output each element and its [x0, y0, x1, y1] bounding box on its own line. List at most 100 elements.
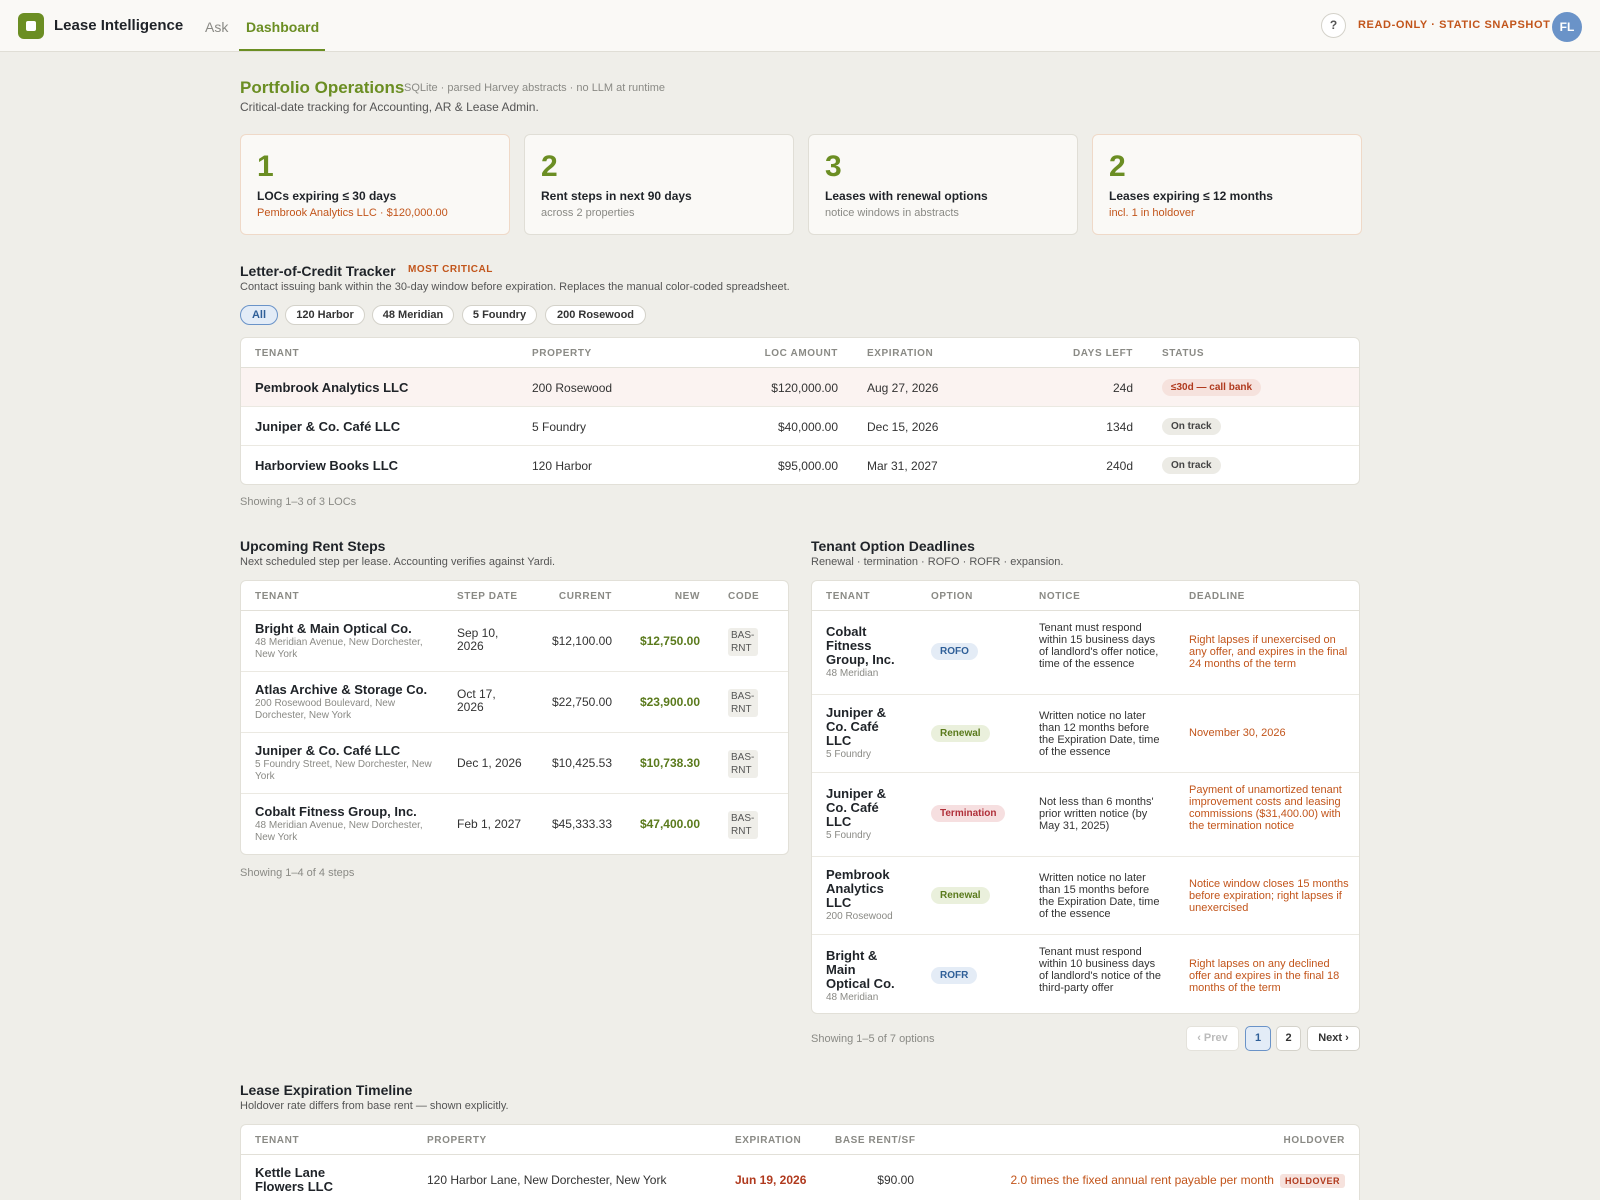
col-current: Current: [558, 591, 612, 602]
kpi-label: Leases with renewal options: [825, 189, 988, 203]
col-property: Property: [427, 1135, 487, 1146]
prev-page-button[interactable]: ‹ Prev: [1186, 1026, 1239, 1051]
table-row[interactable]: Cobalt Fitness Group, Inc. 48 Meridian R…: [812, 611, 1359, 695]
cell-tenant: Juniper & Co. Café LLC: [826, 786, 886, 829]
rent-desc: Next scheduled step per lease. Accountin…: [240, 556, 556, 568]
cell-tenant: Juniper & Co. Café LLC: [826, 705, 886, 748]
table-row[interactable]: Cobalt Fitness Group, Inc. 48 Meridian A…: [241, 794, 788, 854]
table-row[interactable]: Bright & Main Optical Co. 48 Meridian RO…: [812, 935, 1359, 1013]
kpi-value: 2: [541, 150, 558, 183]
top-bar: Lease Intelligence Ask Dashboard ? READ-…: [0, 0, 1600, 52]
options-desc: Renewal · termination · ROFO · ROFR · ex…: [811, 556, 1064, 568]
col-code: Code: [728, 591, 760, 602]
table-row[interactable]: Juniper & Co. Café LLC 5 Foundry Termina…: [812, 773, 1359, 857]
table-row[interactable]: Atlas Archive & Storage Co. 200 Rosewood…: [241, 672, 788, 733]
cell-new: $47,400.00: [639, 817, 700, 831]
cell-tenant: Atlas Archive & Storage Co.: [255, 682, 428, 697]
rent-table: Tenant Step Date Current New Code Bright…: [240, 580, 789, 855]
loc-desc: Contact issuing bank within the 30-day w…: [240, 281, 790, 293]
tab-ask[interactable]: Ask: [205, 19, 229, 35]
cell-notice: Tenant must respond within 15 business d…: [1039, 622, 1159, 670]
table-row[interactable]: Harborview Books LLC 120 Harbor $95,000.…: [241, 446, 1359, 484]
app-logo: [18, 13, 44, 39]
table-row[interactable]: Bright & Main Optical Co. 48 Meridian Av…: [241, 611, 788, 672]
tab-dashboard[interactable]: Dashboard: [246, 19, 320, 35]
cell-tenant: Cobalt Fitness Group, Inc.: [255, 804, 417, 819]
kpi-label: Rent steps in next 90 days: [541, 189, 692, 203]
cell-step-date: Dec 1, 2026: [457, 756, 522, 770]
kpi-value: 1: [257, 150, 274, 183]
cell-new: $23,900.00: [639, 695, 700, 709]
filter-48-meridian[interactable]: 48 Meridian: [372, 305, 454, 325]
cell-property: 5 Foundry: [826, 749, 872, 760]
cell-address: 200 Rosewood Boulevard, New Dorchester, …: [255, 698, 396, 721]
loc-showing: Showing 1–3 of 3 LOCs: [240, 496, 357, 508]
cell-property: 48 Meridian: [826, 668, 879, 679]
cell-deadline: Payment of unamortized tenant improvemen…: [1189, 784, 1342, 832]
kpi-value: 2: [1109, 150, 1126, 183]
page-title: Portfolio Operations: [240, 78, 405, 97]
cell-step-date: Feb 1, 2027: [457, 817, 522, 831]
filter-all[interactable]: All: [240, 305, 278, 325]
cell-code: BAS-RNT: [728, 750, 758, 778]
status-badge: On track: [1162, 457, 1221, 474]
cell-current: $10,425.53: [551, 756, 612, 770]
cell-step-date: Sep 10, 2026: [457, 626, 499, 653]
rent-showing: Showing 1–4 of 4 steps: [240, 867, 355, 879]
avatar[interactable]: FL: [1552, 12, 1582, 42]
col-option: Option: [931, 591, 973, 602]
cell-tenant: Harborview Books LLC: [255, 458, 399, 473]
filter-5-foundry[interactable]: 5 Foundry: [462, 305, 537, 325]
cell-current: $45,333.33: [551, 817, 612, 831]
col-new: New: [674, 591, 700, 602]
kpi-label: Leases expiring ≤ 12 months: [1109, 189, 1273, 203]
cell-tenant: Cobalt Fitness Group, Inc.: [826, 624, 895, 667]
holdover-badge: HOLDOVER: [1279, 1174, 1345, 1188]
table-row[interactable]: Kettle Lane Flowers LLC 120 Harbor Lane,…: [241, 1155, 1359, 1200]
cell-tenant: Pembrook Analytics LLC: [826, 867, 890, 910]
cell-current: $22,750.00: [551, 695, 612, 709]
option-badge: Renewal: [931, 887, 990, 904]
cell-notice: Written notice no later than 12 months b…: [1039, 710, 1160, 758]
expiry-desc: Holdover rate differs from base rent — s…: [240, 1100, 509, 1112]
cell-code: BAS-RNT: [728, 811, 758, 839]
page-2-button[interactable]: 2: [1276, 1026, 1301, 1051]
cell-current: $12,100.00: [551, 634, 612, 648]
cell-deadline: November 30, 2026: [1189, 727, 1286, 739]
table-header: Tenant Property LOC Amount Expiration Da…: [241, 338, 1359, 368]
page-1-button[interactable]: 1: [1245, 1026, 1271, 1051]
cell-days-left: 134d: [1106, 420, 1133, 434]
cell-base-rent: $90.00: [877, 1173, 914, 1187]
cell-notice: Written notice no later than 15 months b…: [1039, 872, 1160, 920]
option-badge: ROFR: [931, 967, 978, 984]
cell-property: 200 Rosewood: [532, 381, 613, 395]
cell-tenant: Bright & Main Optical Co.: [255, 621, 412, 636]
filter-200-rosewood[interactable]: 200 Rosewood: [545, 305, 646, 325]
kpi-detail: Pembrook Analytics LLC · $120,000.00: [257, 207, 448, 219]
cell-expiration: Mar 31, 2027: [867, 459, 938, 473]
table-row[interactable]: Juniper & Co. Café LLC 5 Foundry $40,000…: [241, 407, 1359, 446]
table-header: Tenant Step Date Current New Code: [241, 581, 788, 611]
col-notice: Notice: [1039, 591, 1081, 602]
table-row[interactable]: Pembrook Analytics LLC 200 Rosewood Rene…: [812, 857, 1359, 935]
kpi-card-expiring: 2 Leases expiring ≤ 12 months incl. 1 in…: [1092, 134, 1362, 235]
next-page-button[interactable]: Next ›: [1307, 1026, 1360, 1051]
most-critical-badge: MOST CRITICAL: [408, 264, 493, 275]
table-header: Tenant Option Notice Deadline: [812, 581, 1359, 611]
status-badge: On track: [1162, 418, 1221, 435]
table-row[interactable]: Juniper & Co. Café LLC 5 Foundry Renewal…: [812, 695, 1359, 773]
expiry-table: Tenant Property Expiration Base Rent/SF …: [240, 1124, 1360, 1200]
col-expiration: Expiration: [867, 348, 934, 359]
page-meta: SQLite · parsed Harvey abstracts · no LL…: [404, 82, 666, 94]
col-base-rent: Base Rent/SF: [835, 1135, 916, 1146]
cell-property: 200 Rosewood: [826, 911, 893, 922]
loc-title: Letter-of-Credit Tracker: [240, 263, 396, 279]
help-icon[interactable]: ?: [1321, 13, 1346, 38]
cell-code: BAS-RNT: [728, 689, 758, 717]
status-badge: ≤30d — call bank: [1162, 379, 1262, 396]
cell-amount: $120,000.00: [771, 381, 838, 395]
table-row[interactable]: Juniper & Co. Café LLC 5 Foundry Street,…: [241, 733, 788, 794]
kpi-card-renewals: 3 Leases with renewal options notice win…: [808, 134, 1078, 235]
filter-120-harbor[interactable]: 120 Harbor: [285, 305, 365, 325]
table-row[interactable]: Pembrook Analytics LLC 200 Rosewood $120…: [241, 368, 1359, 407]
